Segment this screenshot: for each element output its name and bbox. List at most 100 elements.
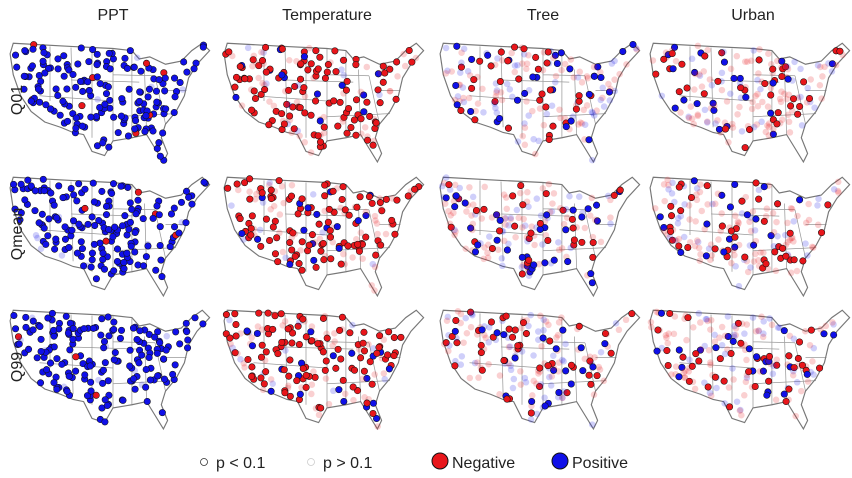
site-dot xyxy=(345,211,353,219)
site-dot xyxy=(714,117,721,124)
site-dot xyxy=(781,90,788,98)
site-dot xyxy=(548,102,556,109)
site-dot xyxy=(835,178,842,186)
site-dot xyxy=(276,211,284,218)
site-dot xyxy=(583,102,591,109)
site-dot xyxy=(752,237,760,245)
site-dot xyxy=(664,176,671,184)
site-dot xyxy=(471,248,480,256)
site-dot xyxy=(33,354,41,362)
site-dot xyxy=(458,49,465,56)
site-dot xyxy=(92,391,100,399)
site-dot xyxy=(229,344,236,352)
site-dot xyxy=(309,191,317,198)
site-dot xyxy=(62,312,70,320)
site-dot xyxy=(31,207,39,215)
site-dot xyxy=(356,193,364,201)
site-dot xyxy=(360,367,368,375)
site-dot xyxy=(50,379,58,387)
site-dot xyxy=(236,215,244,223)
site-dot xyxy=(357,229,365,236)
site-dot xyxy=(542,232,550,239)
site-dot xyxy=(772,396,780,404)
site-dot xyxy=(394,73,401,80)
site-dot xyxy=(282,254,289,262)
legend-label: Positive xyxy=(572,455,628,472)
site-dot xyxy=(61,223,69,231)
site-dot xyxy=(300,53,308,61)
site-dot xyxy=(266,98,273,105)
site-dot xyxy=(520,51,528,58)
site-dot xyxy=(590,391,598,398)
map-panel xyxy=(223,175,425,297)
site-dot xyxy=(376,199,384,207)
site-dot xyxy=(93,61,101,69)
site-dot xyxy=(525,203,532,211)
site-dot xyxy=(103,401,111,410)
site-dot xyxy=(529,107,536,115)
site-dot xyxy=(110,113,118,121)
site-dot xyxy=(315,220,323,228)
site-dot xyxy=(360,328,368,336)
site-dot xyxy=(482,334,490,342)
site-dot xyxy=(562,340,569,348)
site-dot xyxy=(109,233,117,241)
site-dot xyxy=(246,175,254,183)
site-dot xyxy=(678,60,686,68)
site-dot xyxy=(456,184,463,192)
site-dot xyxy=(568,215,576,223)
site-dot xyxy=(311,373,319,381)
site-dot xyxy=(263,80,270,87)
site-dot xyxy=(131,385,139,393)
site-dot xyxy=(136,88,144,96)
site-dot xyxy=(363,63,371,71)
site-dot xyxy=(317,247,325,255)
site-dot xyxy=(799,257,807,265)
site-dot xyxy=(22,323,30,331)
site-dot xyxy=(691,70,699,78)
site-dot xyxy=(93,73,101,81)
site-dot xyxy=(352,96,361,104)
site-dot xyxy=(308,337,316,345)
site-dot xyxy=(815,195,822,203)
site-dot xyxy=(157,256,165,264)
site-dot xyxy=(579,209,586,217)
site-dot xyxy=(814,202,821,209)
site-dot xyxy=(774,200,782,208)
site-dot xyxy=(521,120,528,127)
site-dot xyxy=(529,392,536,399)
site-dot xyxy=(229,52,236,60)
site-dot xyxy=(120,265,128,273)
site-dot xyxy=(727,227,735,235)
site-dot xyxy=(155,211,163,219)
site-dot xyxy=(701,52,709,60)
site-dot xyxy=(373,220,381,227)
site-dot xyxy=(453,339,461,347)
site-dot xyxy=(286,356,294,364)
site-dot xyxy=(123,249,131,257)
site-dot xyxy=(345,104,353,112)
site-dot xyxy=(702,252,710,260)
site-dot xyxy=(269,325,277,333)
site-dot xyxy=(132,210,140,218)
site-dot xyxy=(499,262,506,270)
site-dot xyxy=(60,72,68,80)
site-dot xyxy=(81,204,89,212)
site-dot xyxy=(322,357,330,365)
site-dot xyxy=(382,230,390,238)
site-dot xyxy=(783,95,791,103)
site-dot xyxy=(359,375,366,382)
site-dot xyxy=(547,382,555,389)
site-dot xyxy=(720,48,727,56)
site-dot xyxy=(362,233,370,241)
site-dot xyxy=(104,377,112,385)
site-dot xyxy=(370,345,377,352)
site-dot xyxy=(241,179,249,187)
site-dot xyxy=(320,123,328,131)
site-dot xyxy=(471,359,479,367)
site-dot xyxy=(514,138,522,145)
site-dot xyxy=(339,376,347,384)
site-dot xyxy=(52,235,60,243)
site-dot xyxy=(257,90,265,99)
site-dot xyxy=(39,175,47,183)
